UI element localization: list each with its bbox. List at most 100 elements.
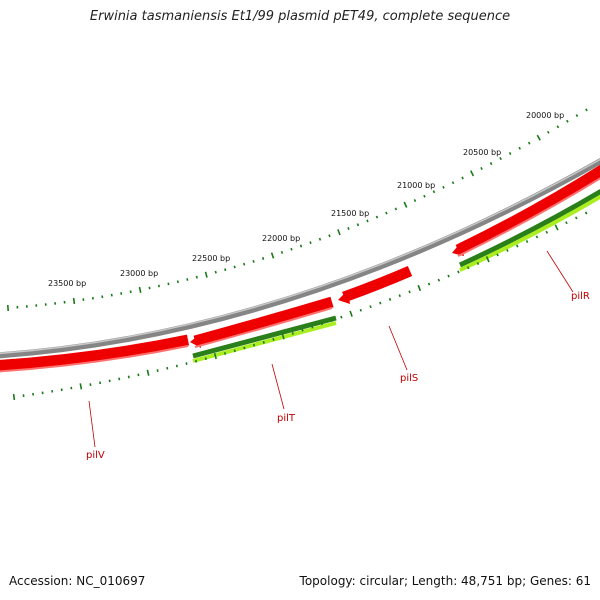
inner-tick-major [281, 333, 285, 340]
inner-scale-ticks [12, 211, 588, 401]
inner-tick-minor [301, 328, 304, 332]
inner-tick-minor [99, 381, 102, 385]
outer-tick-major [536, 134, 541, 141]
accession-text: Accession: NC_010697 [9, 574, 146, 588]
inner-tick-minor [496, 253, 499, 257]
inner-tick-major [146, 369, 150, 376]
inner-tick-minor [137, 373, 140, 377]
gene-pilR-green-dark [458, 189, 600, 268]
inner-tick-minor [262, 340, 265, 344]
outer-tick-minor [366, 219, 369, 223]
outer-tick-major [403, 201, 408, 208]
inner-tick-minor [89, 383, 92, 387]
inner-tick-minor [584, 211, 588, 215]
inner-tick-minor [185, 362, 188, 365]
gene-label-pilT[interactable]: pilT [277, 413, 296, 424]
outer-tick-major [138, 286, 142, 293]
outer-tick-minor [423, 194, 426, 198]
outer-tick-minor [508, 152, 512, 155]
scale-label: 21000 bp [397, 181, 435, 190]
outer-tick-minor [356, 223, 360, 227]
inner-tick-minor [398, 294, 401, 298]
gene-label-pilV[interactable]: pilV [86, 450, 105, 461]
page-title: Erwinia tasmaniensis Et1/99 plasmid pET4… [89, 9, 511, 24]
inner-tick-minor [118, 377, 121, 381]
inner-tick-minor [156, 369, 159, 372]
outer-tick-minor [299, 244, 303, 248]
outer-tick-minor [566, 119, 569, 123]
outer-tick-minor [480, 166, 483, 170]
outer-tick-minor [214, 270, 217, 274]
inner-tick-minor [330, 319, 333, 322]
backbone-ring [0, 157, 600, 359]
inner-tick-minor [204, 357, 207, 361]
gene-pilS-leader [388, 325, 408, 371]
gene-label-pilS[interactable]: pilS [400, 373, 418, 384]
outer-tick-minor [328, 234, 331, 238]
inner-tick-major [79, 383, 83, 390]
outer-tick-minor [461, 176, 464, 180]
inner-tick-minor [525, 240, 529, 243]
inner-tick-minor [545, 230, 549, 234]
inner-tick-minor [388, 297, 392, 301]
inner-tick-minor [252, 343, 256, 347]
inner-tick-minor [437, 278, 441, 282]
outer-tick-minor [290, 247, 293, 251]
gene-pilT-leader [271, 363, 285, 410]
outer-tick-major [72, 297, 76, 305]
inner-tick-minor [108, 379, 111, 383]
inner-tick-minor [340, 315, 343, 319]
outer-tick-minor [451, 181, 455, 185]
inner-tick-minor [272, 337, 275, 341]
gene-pilT-arrow[interactable] [193, 296, 334, 347]
gene-pilR-arrowhead [452, 242, 464, 256]
outer-tick-minor [148, 286, 151, 290]
outer-tick-minor [556, 125, 560, 129]
outer-tick-minor [167, 282, 170, 286]
gene-pilT-green-dark [192, 315, 337, 359]
outer-tick-minor [224, 268, 227, 272]
scale-label: 22500 bp [192, 254, 230, 263]
outer-tick-minor [585, 108, 588, 112]
inner-tick-minor [127, 375, 130, 379]
gene-pilV-arrow[interactable] [0, 334, 190, 371]
gene-pilR-leader [546, 250, 574, 293]
inner-tick-major [485, 256, 490, 263]
inner-tick-minor [535, 235, 539, 239]
inner-tick-minor [320, 322, 324, 326]
outer-tick-minor [499, 157, 502, 161]
outer-tick-minor [309, 241, 312, 245]
outer-tick-minor [432, 190, 436, 194]
scale-label: 22000 bp [262, 234, 300, 243]
gene-pilS-arrow[interactable] [342, 265, 413, 303]
scale-label: 23500 bp [48, 279, 86, 288]
outer-tick-major [270, 252, 275, 259]
inner-tick-minor [369, 305, 372, 309]
gene-pilT-green-light [192, 321, 337, 363]
outer-tick-minor [280, 250, 284, 254]
outer-tick-minor [442, 185, 445, 189]
outer-tick-minor [347, 227, 350, 230]
gene-pilR-arrow[interactable] [455, 164, 600, 255]
gene-pilR-shadow [457, 177, 600, 257]
gene-pilV-leader [88, 400, 96, 448]
scale-label: 20500 bp [463, 148, 501, 157]
inner-tick-minor [565, 221, 568, 225]
inner-tick-minor [379, 301, 382, 305]
outer-tick-minor [261, 257, 265, 260]
gene-pilT-arrowhead [190, 334, 201, 348]
inner-tick-minor [311, 325, 314, 329]
outer-tick-minor [176, 280, 179, 284]
outer-tick-minor [129, 290, 132, 294]
outer-tick-minor [375, 215, 379, 219]
gene-label-pilR[interactable]: pilR [571, 291, 590, 302]
inner-tick-minor [506, 249, 509, 252]
scale-label: 20000 bp [526, 111, 564, 120]
inner-tick-minor [447, 274, 450, 278]
inner-tick-minor [359, 308, 362, 312]
outer-tick-minor [489, 162, 493, 166]
outer-tick-minor [413, 199, 417, 203]
inner-tick-major [213, 352, 217, 360]
inner-tick-minor [408, 290, 411, 294]
outer-tick-minor [233, 265, 236, 269]
